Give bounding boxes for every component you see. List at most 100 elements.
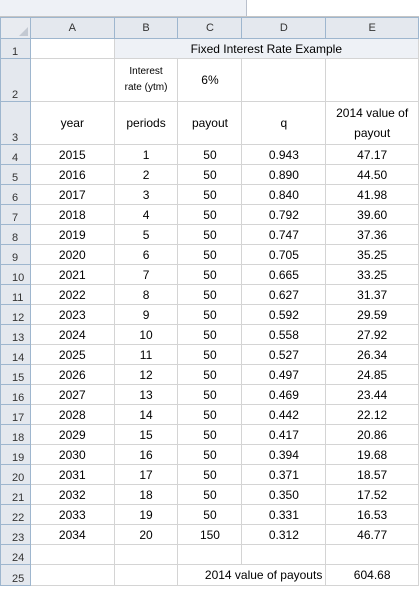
cell-period[interactable]: 14 — [114, 404, 179, 425]
interest-rate-label-cell[interactable]: Interest rate (ytm) — [114, 58, 179, 102]
cell-q[interactable]: 0.350 — [241, 484, 327, 505]
cell-a24[interactable] — [30, 544, 115, 565]
cell-q[interactable]: 0.331 — [241, 504, 327, 525]
cell-period[interactable]: 9 — [114, 304, 179, 325]
column-header-c[interactable]: C — [177, 17, 243, 39]
cell-period[interactable]: 6 — [114, 244, 179, 265]
select-all-button[interactable] — [0, 17, 31, 39]
row-header[interactable]: 14 — [0, 344, 31, 365]
interest-rate-value-cell[interactable]: 6% — [177, 58, 243, 102]
cell-payout[interactable]: 50 — [177, 184, 243, 205]
row-header[interactable]: 5 — [0, 164, 31, 185]
row-header[interactable]: 11 — [0, 284, 31, 305]
cell-a25[interactable] — [30, 564, 115, 586]
cell-value[interactable]: 27.92 — [325, 324, 419, 345]
cell-payout[interactable]: 50 — [177, 304, 243, 325]
cell-payout[interactable]: 50 — [177, 164, 243, 185]
cell-value[interactable]: 19.68 — [325, 444, 419, 465]
cell-value[interactable]: 35.25 — [325, 244, 419, 265]
cell-period[interactable]: 8 — [114, 284, 179, 305]
cell-payout[interactable]: 50 — [177, 284, 243, 305]
cell-payout[interactable]: 50 — [177, 244, 243, 265]
row-header[interactable]: 2 — [0, 58, 31, 102]
cell-period[interactable]: 13 — [114, 384, 179, 405]
row-header[interactable]: 19 — [0, 444, 31, 465]
cell-period[interactable]: 18 — [114, 484, 179, 505]
cell-q[interactable]: 0.417 — [241, 424, 327, 445]
header-periods-cell[interactable]: periods — [114, 101, 179, 145]
cell-payout[interactable]: 50 — [177, 324, 243, 345]
cell-q[interactable]: 0.371 — [241, 464, 327, 485]
cell-period[interactable]: 10 — [114, 324, 179, 345]
row-header[interactable]: 1 — [0, 38, 31, 59]
cell-q[interactable]: 0.792 — [241, 204, 327, 225]
header-payout-cell[interactable]: payout — [177, 101, 243, 145]
cell-q[interactable]: 0.558 — [241, 324, 327, 345]
cell-payout[interactable]: 50 — [177, 484, 243, 505]
cell-b24[interactable] — [114, 544, 179, 565]
cell-payout[interactable]: 150 — [177, 524, 243, 545]
row-header[interactable]: 6 — [0, 184, 31, 205]
cell-e2[interactable] — [325, 58, 419, 102]
row-header[interactable]: 24 — [0, 544, 31, 565]
cell-q[interactable]: 0.442 — [241, 404, 327, 425]
cell-d24[interactable] — [241, 544, 327, 565]
cell-payout[interactable]: 50 — [177, 444, 243, 465]
name-box[interactable] — [0, 0, 247, 16]
cell-d2[interactable] — [241, 58, 327, 102]
cell-year[interactable]: 2028 — [30, 404, 115, 425]
row-header[interactable]: 18 — [0, 424, 31, 445]
cell-value[interactable]: 37.36 — [325, 224, 419, 245]
row-header[interactable]: 16 — [0, 384, 31, 405]
cell-year[interactable]: 2016 — [30, 164, 115, 185]
cell-year[interactable]: 2031 — [30, 464, 115, 485]
cell-value[interactable]: 41.98 — [325, 184, 419, 205]
cell-period[interactable]: 16 — [114, 444, 179, 465]
cell-value[interactable]: 47.17 — [325, 144, 419, 165]
cell-q[interactable]: 0.840 — [241, 184, 327, 205]
cell-payout[interactable]: 50 — [177, 224, 243, 245]
cell-year[interactable]: 2020 — [30, 244, 115, 265]
cell-year[interactable]: 2033 — [30, 504, 115, 525]
cell-q[interactable]: 0.665 — [241, 264, 327, 285]
cell-period[interactable]: 17 — [114, 464, 179, 485]
cell-year[interactable]: 2015 — [30, 144, 115, 165]
row-header[interactable]: 9 — [0, 244, 31, 265]
cell-value[interactable]: 24.85 — [325, 364, 419, 385]
cell-q[interactable]: 0.943 — [241, 144, 327, 165]
cell-period[interactable]: 20 — [114, 524, 179, 545]
row-header[interactable]: 12 — [0, 304, 31, 325]
column-header-a[interactable]: A — [29, 17, 115, 39]
row-header[interactable]: 15 — [0, 364, 31, 385]
cell-period[interactable]: 3 — [114, 184, 179, 205]
cell-q[interactable]: 0.527 — [241, 344, 327, 365]
cell-a1[interactable] — [30, 38, 115, 59]
cell-value[interactable]: 16.53 — [325, 504, 419, 525]
cell-payout[interactable]: 50 — [177, 464, 243, 485]
cell-value[interactable]: 17.52 — [325, 484, 419, 505]
cell-year[interactable]: 2029 — [30, 424, 115, 445]
cell-value[interactable]: 20.86 — [325, 424, 419, 445]
cell-value[interactable]: 29.59 — [325, 304, 419, 325]
cell-value[interactable]: 39.60 — [325, 204, 419, 225]
row-header[interactable]: 8 — [0, 224, 31, 245]
cell-year[interactable]: 2021 — [30, 264, 115, 285]
column-header-b[interactable]: B — [113, 17, 179, 39]
row-header[interactable]: 7 — [0, 204, 31, 225]
cell-payout[interactable]: 50 — [177, 404, 243, 425]
cell-q[interactable]: 0.312 — [241, 524, 327, 545]
cell-period[interactable]: 7 — [114, 264, 179, 285]
cell-a2[interactable] — [30, 58, 115, 102]
row-header[interactable]: 20 — [0, 464, 31, 485]
cell-period[interactable]: 12 — [114, 364, 179, 385]
total-value-cell[interactable]: 604.68 — [325, 564, 419, 586]
cell-value[interactable]: 33.25 — [325, 264, 419, 285]
cell-payout[interactable]: 50 — [177, 384, 243, 405]
title-cell[interactable]: Fixed Interest Rate Example — [114, 38, 419, 59]
row-header[interactable]: 4 — [0, 144, 31, 165]
cell-q[interactable]: 0.705 — [241, 244, 327, 265]
row-header[interactable]: 22 — [0, 504, 31, 525]
cell-period[interactable]: 5 — [114, 224, 179, 245]
cell-value[interactable]: 26.34 — [325, 344, 419, 365]
cell-value[interactable]: 23.44 — [325, 384, 419, 405]
